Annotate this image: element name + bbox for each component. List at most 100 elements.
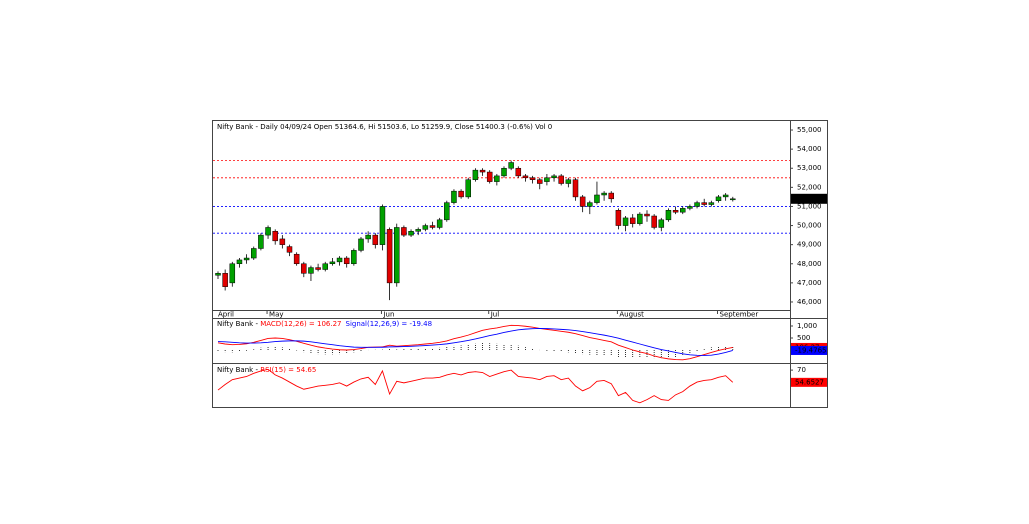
candle-body (322, 263, 328, 270)
candle-body (401, 227, 407, 236)
candle-body (551, 175, 557, 179)
candle-body (279, 238, 286, 245)
candle-body (429, 225, 436, 228)
candle-body (622, 217, 629, 226)
candle-body (415, 229, 421, 232)
y-tick-label: 70 (797, 366, 806, 374)
candle-body (579, 196, 586, 207)
candle-body (379, 206, 386, 245)
last-value-box (791, 345, 827, 355)
candle-body (680, 208, 686, 213)
candle-body (458, 190, 464, 198)
candle-body (358, 238, 364, 251)
x-tick-label: Jul (490, 311, 500, 319)
indicator-line (217, 324, 733, 361)
candle-body (251, 248, 257, 259)
candle-body (537, 179, 543, 184)
candle-body (308, 267, 314, 274)
y-tick-label: 52,000 (797, 183, 822, 191)
candle-body (258, 234, 264, 249)
candle-body (343, 257, 350, 265)
y-tick-label: 46,000 (797, 298, 822, 306)
last-value-label: 54.6527 (795, 378, 824, 386)
indicator-line (217, 327, 733, 356)
candle-body (329, 261, 336, 265)
candle-body (644, 213, 650, 217)
candle-body (637, 213, 643, 224)
candle-body (494, 175, 500, 182)
candle-body (529, 177, 536, 180)
candle-body (565, 179, 572, 184)
candle-body (672, 210, 679, 213)
candle-body (465, 179, 471, 198)
panel-title-prefix: Nifty Bank - (217, 366, 260, 374)
candle-body (286, 246, 293, 253)
candle-body (365, 234, 371, 240)
candle-body (444, 202, 450, 221)
candle-body (336, 257, 343, 263)
candle-body (265, 227, 271, 236)
candle-body (372, 234, 379, 245)
candle-body (665, 210, 672, 221)
candle-body (687, 206, 693, 209)
legend-entry: Signal(12,26,9) = -19.48 (346, 320, 433, 328)
chart-title: Nifty Bank - Daily 04/09/24 Open 51364.6… (217, 123, 552, 131)
candle-body (629, 217, 636, 224)
x-tick-label: Jun (382, 311, 394, 319)
candle-body (608, 192, 614, 200)
y-tick-label: 47,000 (797, 279, 822, 287)
legend-entry: MACD(12,26) = 106.27 (260, 320, 341, 328)
candle-body (515, 167, 522, 177)
last-value-box (791, 377, 827, 387)
candle-body (522, 175, 529, 179)
candle-body (486, 171, 493, 182)
indicator-line (217, 368, 734, 404)
y-tick-label: 500 (797, 334, 810, 342)
candle-body (408, 231, 414, 236)
candle-body (544, 177, 550, 182)
x-tick-label: September (720, 311, 759, 319)
x-tick-label: May (269, 311, 283, 319)
last-price-label: 51,400.3 (795, 195, 826, 203)
candle-body (715, 196, 722, 201)
candle-body (615, 210, 622, 226)
y-tick-label: 55,000 (797, 126, 822, 134)
candle-body (572, 179, 579, 198)
candle-body (236, 259, 243, 265)
last-value-label: -19.4765 (795, 346, 826, 354)
candle-body (301, 263, 307, 274)
candle-body (722, 194, 729, 198)
candle-body (351, 250, 357, 265)
candle-body (651, 215, 657, 228)
y-tick-label: 53,000 (797, 164, 822, 172)
y-tick-label: 54,000 (797, 145, 822, 153)
y-tick-label: 50,000 (797, 222, 822, 230)
x-tick-label: August (619, 311, 644, 319)
candle-body (229, 263, 236, 284)
candle-body (658, 219, 665, 228)
candle-body (436, 219, 443, 228)
y-tick-label: 51,000 (797, 202, 822, 210)
y-tick-label: 49,000 (797, 241, 822, 249)
candle-body (394, 227, 400, 284)
legend-entry: RSI(15) = 54.65 (260, 366, 316, 374)
candle-body (601, 192, 607, 196)
last-price-box (791, 193, 827, 204)
candle-body (479, 169, 486, 173)
candle-body (508, 162, 514, 169)
candle-body (472, 169, 479, 180)
panel-title: Nifty Bank - RSI(15) = 54.65 (217, 366, 316, 374)
candle-body (701, 202, 707, 205)
candle-body (243, 257, 250, 261)
y-tick-label: 1,000 (797, 322, 817, 330)
candle-body (215, 273, 221, 276)
candle-body (594, 194, 600, 203)
candle-body (708, 202, 715, 205)
candle-body (558, 175, 564, 184)
candle-body (386, 229, 393, 284)
panel-title-prefix: Nifty Bank - (217, 320, 260, 328)
candle-body (694, 202, 700, 207)
candle-body (587, 202, 593, 207)
candle-body (293, 253, 300, 265)
